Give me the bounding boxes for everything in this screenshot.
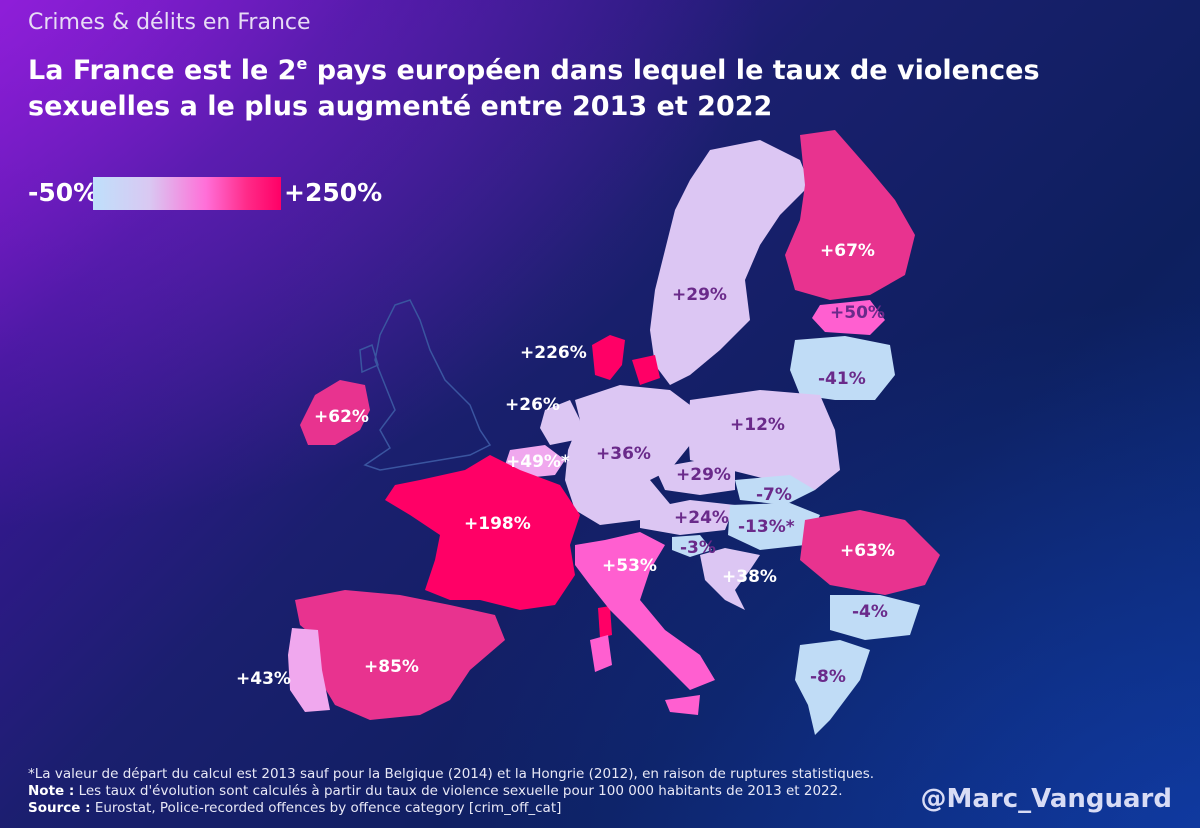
region-slovakia <box>735 475 815 505</box>
headline-part2: pays européen dans lequel le taux de vio… <box>28 55 1040 122</box>
region-belgium <box>505 445 565 478</box>
footnote-line1: *La valeur de départ du calcul est 2013 … <box>28 766 875 782</box>
label-croatia: +38% <box>722 567 777 587</box>
label-sweden: +29% <box>672 285 727 305</box>
region-italy <box>575 532 715 715</box>
headline-part1: La France est le 2 <box>28 55 297 86</box>
headline: La France est le 2e pays européen dans l… <box>28 46 1168 125</box>
note-text: Les taux d'évolution sont calculés à par… <box>74 783 843 799</box>
region-netherlands <box>540 400 580 445</box>
region-latvia-lithuania <box>790 336 895 400</box>
label-estonia: +50% <box>830 303 885 323</box>
region-france <box>385 455 580 610</box>
footnote-source: Source : Eurostat, Police-recorded offen… <box>28 800 928 817</box>
region-spain <box>295 590 505 720</box>
label-austria: +24% <box>674 508 729 528</box>
label-denmark: +226% <box>520 343 587 363</box>
region-estonia <box>812 300 885 335</box>
region-germany <box>565 385 690 525</box>
region-austria <box>640 500 735 535</box>
label-hungary: -13%* <box>738 517 795 537</box>
label-finland: +67% <box>820 241 875 261</box>
label-greece: -8% <box>810 667 846 687</box>
region-ireland <box>300 380 370 445</box>
uk-outline <box>359 299 492 471</box>
region-portugal <box>288 628 330 712</box>
note-label: Note : <box>28 783 75 799</box>
region-bulgaria <box>830 595 920 640</box>
label-france: +198% <box>464 514 531 534</box>
region-finland <box>785 130 915 300</box>
label-czechia: +29% <box>676 465 731 485</box>
footnote-note: Note : Les taux d'évolution sont calculé… <box>28 783 928 800</box>
source-text: Eurostat, Police-recorded offences by of… <box>90 800 562 816</box>
label-germany: +36% <box>596 444 651 464</box>
region-romania <box>800 510 940 595</box>
region-hungary <box>728 503 820 550</box>
footnote: *La valeur de départ du calcul est 2013 … <box>28 766 928 817</box>
label-ireland: +62% <box>314 407 369 427</box>
subtitle: Crimes & délits en France <box>28 10 311 35</box>
source-label: Source : <box>28 800 91 816</box>
region-croatia <box>700 548 760 610</box>
region-denmark <box>592 335 660 385</box>
label-latvia-lithuania: -41% <box>818 369 866 389</box>
label-slovakia: -7% <box>756 485 792 505</box>
region-czechia <box>655 460 735 495</box>
label-spain: +85% <box>364 657 419 677</box>
label-portugal: +43% <box>236 669 291 689</box>
legend-min-label: -50% <box>28 178 99 207</box>
region-poland <box>688 390 840 490</box>
label-slovenia: -3% <box>680 538 716 558</box>
region-corsica <box>598 606 612 638</box>
label-romania: +63% <box>840 541 895 561</box>
headline-superscript: e <box>296 54 308 73</box>
label-belgium: +49%* <box>506 452 570 472</box>
label-bulgaria: -4% <box>852 602 888 622</box>
region-greece <box>795 640 870 735</box>
legend-color-bar <box>93 177 281 210</box>
label-italy: +53% <box>602 556 657 576</box>
legend-max-label: +250% <box>284 178 383 207</box>
author-handle: @Marc_Vanguard <box>920 784 1172 814</box>
label-poland: +12% <box>730 415 785 435</box>
region-slovenia <box>672 535 712 557</box>
region-sweden <box>650 140 810 385</box>
label-netherlands: +26% <box>505 395 560 415</box>
